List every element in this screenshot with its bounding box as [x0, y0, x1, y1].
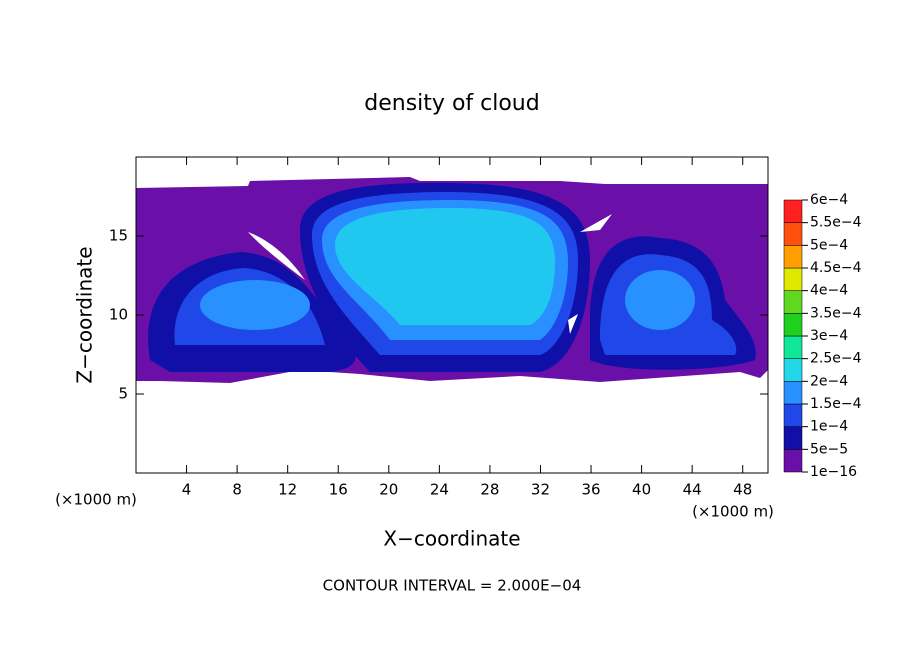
x-unit-label: (×1000 m): [692, 503, 774, 521]
x-tick-label: 48: [733, 481, 752, 499]
y-axis-label: Z−coordinate: [73, 246, 97, 383]
colorbar-label: 5e−4: [810, 237, 848, 253]
colorbar-band: [783, 403, 803, 427]
x-tick-label: 24: [430, 481, 449, 499]
colorbar-label: 4.5e−4: [810, 260, 862, 276]
colorbar-label: 6e−4: [810, 192, 848, 208]
x-tick-label: 16: [329, 481, 348, 499]
x-tick-label: 12: [278, 481, 297, 499]
y-tick-label: 15: [109, 227, 128, 245]
colorbar-band: [783, 245, 803, 269]
colorbar-band: [783, 313, 803, 337]
colorbar-band: [783, 290, 803, 314]
x-tick-label: 36: [581, 481, 600, 499]
x-axis-label: X−coordinate: [383, 527, 520, 551]
x-tick-label: 28: [480, 481, 499, 499]
colorbar-band: [783, 449, 803, 473]
x-tick-label: 20: [379, 481, 398, 499]
field: [136, 177, 768, 383]
colorbar-band: [783, 199, 803, 223]
x-tick-label: 32: [531, 481, 550, 499]
field-cyan-center: [335, 208, 555, 325]
chart-title: density of cloud: [364, 91, 539, 116]
field-light-left: [200, 280, 310, 330]
colorbar-label: 4e−4: [810, 283, 848, 299]
colorbar-label: 1e−16: [810, 464, 857, 480]
x-tick-label: 44: [683, 481, 702, 499]
colorbar-band: [783, 426, 803, 450]
colorbar-label: 5.5e−4: [810, 215, 862, 231]
annotation: CONTOUR INTERVAL = 2.000E−04: [323, 577, 582, 595]
colorbar-band: [783, 222, 803, 246]
colorbar-band: [783, 267, 803, 291]
colorbar-band: [783, 381, 803, 405]
x-tick-label: 40: [632, 481, 651, 499]
colorbar-label: 2e−4: [810, 373, 848, 389]
colorbar-band: [783, 335, 803, 359]
colorbar-label: 3e−4: [810, 328, 848, 344]
colorbar-label: 1e−4: [810, 419, 848, 435]
x-tick-label: 8: [232, 481, 242, 499]
colorbar-label: 1.5e−4: [810, 396, 862, 412]
colorbar-label: 2.5e−4: [810, 351, 862, 367]
y-tick-label: 5: [118, 385, 128, 403]
colorbar-label: 5e−5: [810, 441, 848, 457]
y-unit-label: (×1000 m): [55, 491, 137, 509]
field-light-right: [625, 270, 695, 330]
colorbar-band: [783, 358, 803, 382]
colorbar-label: 3.5e−4: [810, 305, 862, 321]
x-tick-label: 4: [182, 481, 192, 499]
y-tick-label: 10: [109, 306, 128, 324]
